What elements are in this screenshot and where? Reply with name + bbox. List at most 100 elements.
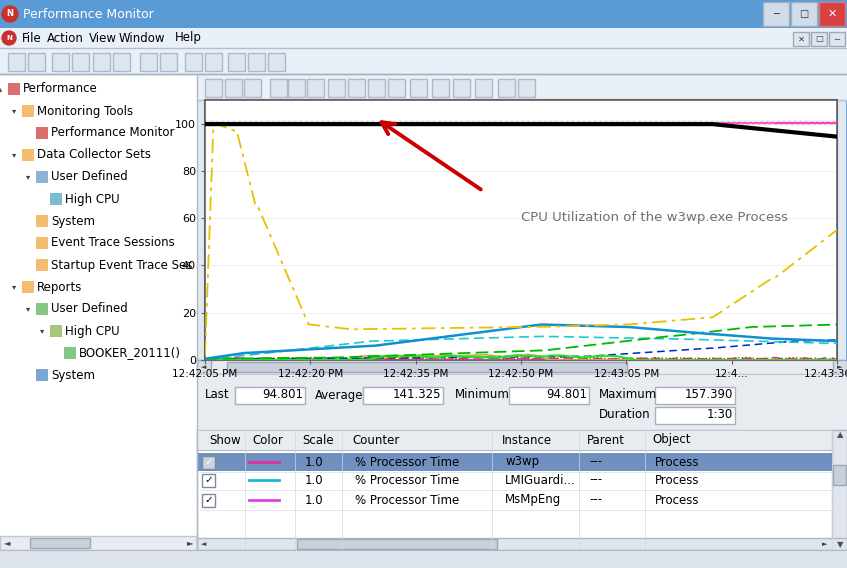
Bar <box>72 53 89 71</box>
Bar <box>0 18 847 19</box>
Bar <box>268 53 285 71</box>
Bar <box>0 9 847 10</box>
Text: Monitoring Tools: Monitoring Tools <box>37 105 133 118</box>
Text: LMIGuardi...: LMIGuardi... <box>505 474 576 487</box>
Bar <box>228 53 245 71</box>
Text: User Defined: User Defined <box>51 170 128 183</box>
Text: Action: Action <box>47 31 84 44</box>
Text: w3wp: w3wp <box>505 456 540 469</box>
Text: Help: Help <box>174 31 202 44</box>
Bar <box>36 127 48 139</box>
Text: ▾: ▾ <box>26 304 30 314</box>
Text: BOOKER_20111(): BOOKER_20111() <box>79 346 181 360</box>
Bar <box>0 550 847 568</box>
Text: 1:30: 1:30 <box>706 408 733 421</box>
Text: High CPU: High CPU <box>65 193 119 206</box>
Bar <box>197 538 847 550</box>
Bar <box>28 53 45 71</box>
Bar <box>793 32 809 46</box>
Bar <box>518 79 535 97</box>
Text: Show: Show <box>209 433 241 446</box>
Bar <box>227 362 627 372</box>
Text: 94.801: 94.801 <box>546 389 587 402</box>
Text: ►: ► <box>822 541 828 547</box>
Text: ─: ─ <box>834 35 839 44</box>
Text: ---: --- <box>589 456 602 469</box>
Bar <box>8 53 25 71</box>
Bar <box>498 79 515 97</box>
Bar <box>0 12 847 13</box>
Bar <box>0 19 847 20</box>
Bar <box>0 27 847 28</box>
Bar <box>22 149 34 161</box>
Bar <box>0 28 847 48</box>
Bar <box>655 387 735 404</box>
Text: ▾: ▾ <box>12 107 16 115</box>
Bar <box>248 53 265 71</box>
Bar <box>0 7 847 8</box>
Bar <box>368 79 385 97</box>
Bar <box>235 387 305 404</box>
Bar <box>791 2 817 26</box>
Bar <box>811 32 827 46</box>
Bar <box>197 453 832 471</box>
Text: Process: Process <box>655 494 700 507</box>
Bar <box>50 325 62 337</box>
Text: View: View <box>89 31 117 44</box>
Text: ◄: ◄ <box>202 541 207 547</box>
Bar <box>197 374 847 430</box>
Text: Performance Monitor: Performance Monitor <box>51 127 174 140</box>
Text: MsMpEng: MsMpEng <box>505 494 562 507</box>
Bar <box>0 25 847 26</box>
Bar <box>140 53 157 71</box>
Circle shape <box>2 31 16 45</box>
Bar <box>0 3 847 4</box>
Bar <box>475 79 492 97</box>
Text: % Processor Time: % Processor Time <box>355 456 459 469</box>
Text: ✓: ✓ <box>204 475 213 485</box>
Bar <box>52 53 69 71</box>
Text: Minimum: Minimum <box>455 389 510 402</box>
Bar <box>197 360 847 374</box>
Bar <box>363 387 443 404</box>
Text: Startup Event Trace Ses: Startup Event Trace Ses <box>51 258 192 272</box>
Bar <box>0 20 847 21</box>
Text: Last: Last <box>205 389 230 402</box>
Bar <box>0 11 847 12</box>
Text: Duration: Duration <box>599 408 650 421</box>
Bar <box>205 53 222 71</box>
Bar <box>0 17 847 18</box>
Text: ▾: ▾ <box>26 173 30 182</box>
Bar <box>64 347 76 359</box>
Text: □: □ <box>800 9 809 19</box>
Text: Instance: Instance <box>502 433 552 446</box>
Bar <box>197 74 847 100</box>
Text: % Processor Time: % Processor Time <box>355 474 459 487</box>
Bar <box>202 474 215 487</box>
Bar <box>36 237 48 249</box>
Text: 157.390: 157.390 <box>684 389 733 402</box>
Text: Counter: Counter <box>352 433 400 446</box>
Bar <box>36 369 48 381</box>
Text: ✓: ✓ <box>204 495 213 505</box>
Text: ---: --- <box>589 474 602 487</box>
Text: ►: ► <box>838 364 843 370</box>
Text: ▴: ▴ <box>0 85 3 94</box>
Bar <box>160 53 177 71</box>
Text: Window: Window <box>119 31 165 44</box>
Bar <box>388 79 405 97</box>
Bar <box>829 32 845 46</box>
Bar <box>0 16 847 17</box>
Text: High CPU: High CPU <box>65 324 119 337</box>
Bar <box>30 538 90 548</box>
Bar <box>0 0 847 1</box>
Bar <box>0 1 847 2</box>
Text: Object: Object <box>652 433 690 446</box>
Bar <box>36 171 48 183</box>
Bar <box>0 14 847 15</box>
Text: N: N <box>6 35 12 41</box>
Bar <box>348 79 365 97</box>
Text: Color: Color <box>252 433 283 446</box>
Bar <box>297 539 497 549</box>
Text: Reports: Reports <box>37 281 82 294</box>
